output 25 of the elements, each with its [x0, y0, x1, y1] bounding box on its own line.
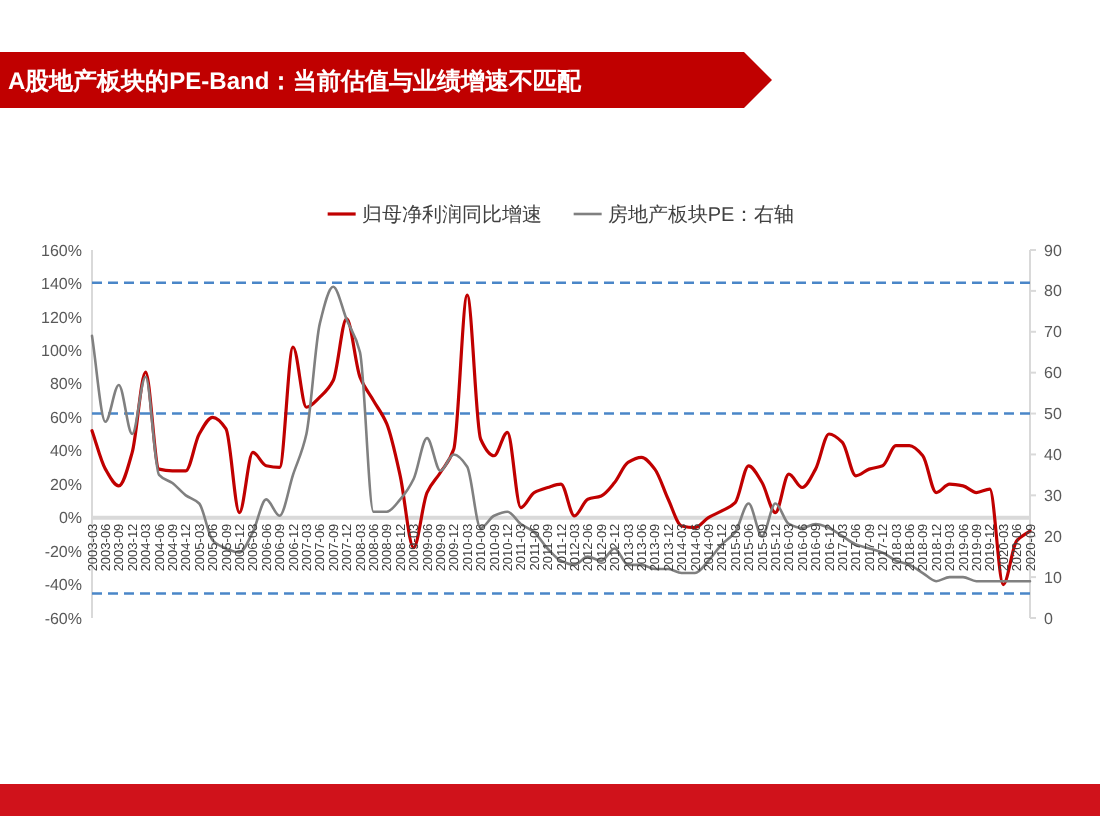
y-tick-label: -20% [44, 542, 82, 561]
y-tick-label: 40% [49, 442, 82, 461]
y-tick-label: 80% [49, 375, 82, 394]
legend-label: 房地产板块PE：右轴 [607, 203, 795, 227]
y2-tick-label: 0 [1044, 609, 1054, 628]
y2-tick-label: 80 [1044, 282, 1063, 301]
y2-tick-label: 10 [1044, 568, 1063, 587]
y2-tick-label: 70 [1044, 323, 1063, 342]
y-tick-label: 160% [41, 241, 82, 260]
legend-label: 归母净利润同比增速 [361, 203, 542, 227]
y2-tick-label: 20 [1044, 527, 1063, 546]
y-tick-label: 0% [58, 509, 82, 528]
y2-tick-label: 40 [1044, 446, 1063, 465]
y2-tick-label: 60 [1044, 364, 1063, 383]
y2-tick-label: 30 [1044, 486, 1063, 505]
y2-tick-label: 50 [1044, 405, 1063, 424]
chart-title: A股地产板块的PE-Band：当前估值与业绩增速不匹配 [8, 67, 584, 95]
y-tick-label: 20% [49, 475, 82, 494]
y-tick-label: 140% [41, 275, 82, 294]
y-tick-label: -40% [44, 576, 82, 595]
y-tick-label: 120% [41, 308, 82, 327]
y-tick-label: -60% [44, 609, 82, 628]
y2-tick-label: 90 [1044, 241, 1063, 260]
y-tick-label: 100% [41, 341, 82, 360]
y-tick-label: 60% [49, 408, 82, 427]
